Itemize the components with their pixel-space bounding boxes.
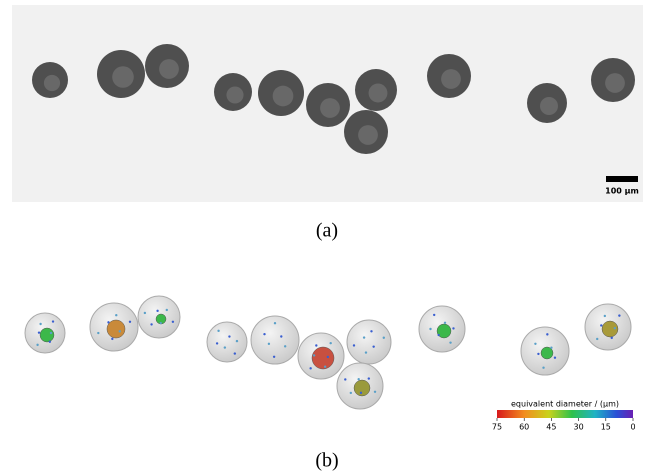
colorbar-tick-label: 30 <box>574 423 584 432</box>
colorbar-tick-label: 60 <box>519 423 529 432</box>
pore <box>172 321 174 323</box>
pore <box>604 315 606 317</box>
pore <box>50 332 52 334</box>
pore <box>344 378 346 380</box>
pore <box>327 356 329 358</box>
pore <box>280 335 282 337</box>
colorbar-tick-label: 75 <box>492 423 502 432</box>
colorbar-tick-label: 15 <box>601 423 611 432</box>
inclusion <box>107 320 125 338</box>
scale-bar-label: 100 µm <box>605 187 639 196</box>
particle-core <box>605 73 625 93</box>
particle-core <box>159 59 179 79</box>
pore <box>234 352 236 354</box>
particle-core <box>273 86 294 107</box>
pore <box>39 323 41 325</box>
pore <box>452 327 454 329</box>
pore <box>542 367 544 369</box>
figure: 100 µm (a) equivalent diameter / (µm) 75… <box>0 0 654 475</box>
pore <box>97 332 99 334</box>
pore <box>216 342 218 344</box>
inclusion <box>312 347 334 369</box>
pore <box>166 309 168 311</box>
pore <box>437 334 439 336</box>
colorbar-tick-label: 0 <box>630 423 635 432</box>
pore <box>284 345 286 347</box>
pore <box>107 321 109 323</box>
particle-core <box>540 97 558 115</box>
pore <box>263 333 265 335</box>
pore <box>546 333 548 335</box>
panel-a: 100 µm <box>12 5 643 202</box>
pore <box>160 322 162 324</box>
pore <box>534 343 536 345</box>
pore <box>150 323 152 325</box>
pore <box>357 378 359 380</box>
pore <box>554 357 556 359</box>
particle-core <box>441 69 461 89</box>
pore <box>537 353 539 355</box>
pore <box>550 347 552 349</box>
pore <box>217 330 219 332</box>
pore <box>433 314 435 316</box>
pore <box>313 354 315 356</box>
pore <box>52 320 54 322</box>
pore <box>596 338 598 340</box>
rendered-particle <box>207 322 247 362</box>
colorbar-tick-label: 45 <box>546 423 556 432</box>
pore <box>350 392 352 394</box>
panel-b: equivalent diameter / (µm) 75 60 45 30 15 0 <box>25 296 636 432</box>
pore <box>370 330 372 332</box>
pore <box>383 337 385 339</box>
colorbar <box>497 410 633 418</box>
pore <box>444 322 446 324</box>
pore <box>611 337 613 339</box>
pore <box>274 322 276 324</box>
particle-core <box>44 75 60 91</box>
particle-core <box>112 66 134 88</box>
pore <box>119 330 121 332</box>
caption: (b) <box>315 450 338 472</box>
pore <box>268 343 270 345</box>
pore <box>315 344 317 346</box>
pore <box>368 377 370 379</box>
caption: (a) <box>316 220 338 242</box>
inclusion <box>40 328 54 342</box>
pore <box>228 335 230 337</box>
pore <box>115 314 117 316</box>
pore <box>309 367 311 369</box>
pore <box>224 346 226 348</box>
pore <box>129 321 131 323</box>
colorbar-label: equivalent diameter / (µm) <box>511 400 619 409</box>
particle-core <box>369 84 388 103</box>
pore <box>360 392 362 394</box>
pore <box>329 342 331 344</box>
pore <box>372 345 374 347</box>
pore <box>614 327 616 329</box>
pore <box>363 336 365 338</box>
pore <box>273 356 275 358</box>
pore <box>36 344 38 346</box>
pore <box>156 310 158 312</box>
pore <box>353 344 355 346</box>
pore <box>365 351 367 353</box>
scale-bar <box>606 176 638 182</box>
pore <box>236 340 238 342</box>
particle-core <box>226 86 243 103</box>
pore <box>38 331 40 333</box>
pore <box>449 341 451 343</box>
pore <box>49 341 51 343</box>
pore <box>429 328 431 330</box>
pore <box>600 324 602 326</box>
particle-core <box>320 98 340 118</box>
pore <box>374 391 376 393</box>
rendered-particle <box>347 320 391 364</box>
particle-core <box>358 125 378 145</box>
pore <box>618 314 620 316</box>
inclusion <box>354 380 370 396</box>
pore <box>324 366 326 368</box>
pore <box>111 338 113 340</box>
pore <box>144 312 146 314</box>
